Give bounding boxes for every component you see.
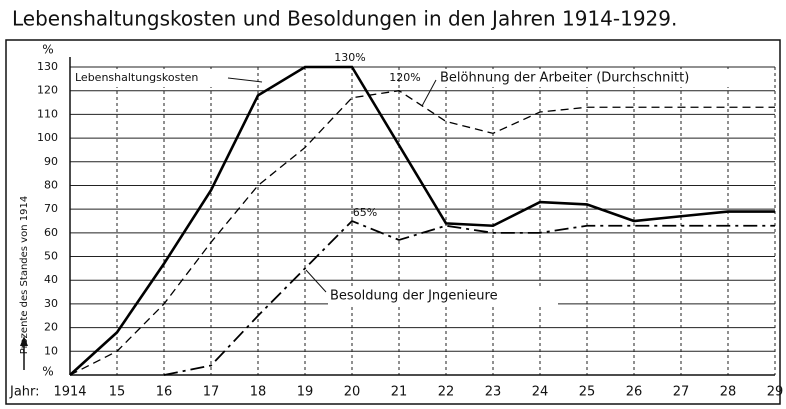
- x-tick-label: 16: [156, 385, 173, 400]
- x-tick-label: 22: [438, 385, 455, 400]
- series-label: Lebenshaltungskosten: [75, 71, 198, 84]
- x-tick-label: 1914: [53, 385, 86, 400]
- y-tick-label: 80: [44, 178, 58, 191]
- y-tick-label: 70: [44, 202, 58, 215]
- x-tick-label: 19: [297, 385, 314, 400]
- y-tick-label: 30: [44, 297, 58, 310]
- x-tick-label: 17: [203, 385, 220, 400]
- leader-line: [421, 79, 437, 107]
- x-tick-label: 27: [673, 385, 690, 400]
- x-tick-label: 15: [109, 385, 126, 400]
- x-tick-label: 21: [391, 385, 408, 400]
- annotation: 130%: [334, 51, 365, 64]
- axis-arrow-head: [20, 336, 28, 346]
- y-tick-label: 40: [44, 273, 58, 286]
- label-bg: [73, 69, 223, 87]
- x-tick-label: 25: [579, 385, 596, 400]
- y-tick-label: 120: [37, 84, 58, 97]
- x-tick-label: 23: [485, 385, 502, 400]
- y-tick-label: 20: [44, 321, 58, 334]
- x-axis-label: Jahr:: [9, 385, 40, 400]
- label-bg: [328, 287, 558, 305]
- y-tick-label: 50: [44, 250, 58, 263]
- label-bg: [438, 69, 748, 87]
- y-tick-label: 90: [44, 155, 58, 168]
- annotation: 120%: [389, 71, 420, 84]
- x-tick-label: 18: [250, 385, 267, 400]
- x-tick-label: 20: [344, 385, 361, 400]
- frame: [5, 39, 781, 405]
- y-tick-label: 100: [37, 131, 58, 144]
- x-tick-label: 29: [767, 385, 784, 400]
- series-label: Besoldung der Jngenieure: [330, 289, 498, 304]
- y-axis-label: Prozente des Standes von 1914: [19, 196, 30, 354]
- y-tick-label: 10: [44, 344, 58, 357]
- x-tick-label: 28: [720, 385, 737, 400]
- chart-title: Lebenshaltungskosten und Besoldungen in …: [12, 7, 677, 31]
- x-tick-label: 26: [626, 385, 643, 400]
- x-tick-label: 24: [532, 385, 549, 400]
- series-line: [163, 219, 775, 376]
- y-tick-label: 60: [44, 226, 58, 239]
- series-line: [69, 65, 775, 376]
- series-label: Belöhnung der Arbeiter (Durchschnitt): [440, 71, 689, 86]
- y-unit: %: [42, 43, 53, 57]
- y-tick-label: 110: [37, 107, 58, 120]
- leader-line: [305, 269, 327, 293]
- leader-line: [227, 77, 263, 83]
- y-tick-label: 130: [37, 60, 58, 73]
- y-unit: %: [42, 365, 53, 379]
- annotation: 65%: [353, 206, 377, 219]
